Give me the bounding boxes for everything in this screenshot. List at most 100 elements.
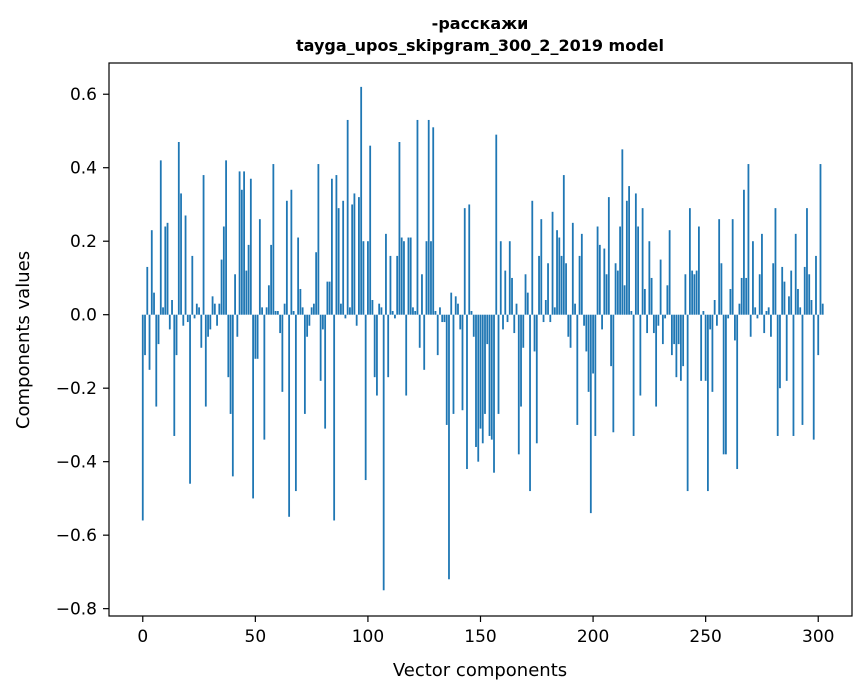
bar-265: [738, 303, 741, 315]
bar-33: [216, 314, 218, 326]
bar-252: [709, 314, 712, 330]
bar-96: [358, 197, 360, 315]
bar-167: [517, 314, 520, 455]
bar-274: [758, 274, 761, 315]
bar-107: [382, 314, 385, 591]
bar-100: [367, 241, 369, 315]
bar-132: [439, 307, 441, 315]
bar-82: [326, 281, 329, 315]
bar-12: [168, 314, 171, 330]
bar-201: [594, 314, 597, 436]
bar-168: [520, 314, 522, 407]
bar-302: [821, 303, 824, 315]
bar-194: [578, 255, 581, 315]
bar-298: [812, 314, 815, 440]
bar-4: [150, 230, 153, 315]
bar-59: [274, 311, 277, 315]
x-tick-label: 100: [352, 627, 384, 647]
bar-104: [376, 314, 378, 396]
bar-118: [407, 237, 410, 315]
bar-3: [148, 314, 151, 370]
bar-222: [641, 208, 644, 315]
bar-247: [698, 226, 700, 315]
bar-92: [349, 307, 351, 315]
bar-111: [391, 311, 394, 315]
bar-269: [747, 164, 750, 315]
bar-174: [533, 314, 536, 352]
bar-78: [317, 164, 320, 315]
bar-234: [668, 230, 671, 315]
bar-180: [547, 263, 549, 315]
bar-237: [675, 314, 678, 378]
bar-39: [229, 314, 232, 414]
bar-61: [279, 314, 282, 334]
bar-193: [576, 314, 579, 425]
bar-169: [522, 314, 525, 348]
bar-97: [360, 86, 363, 315]
bar-114: [398, 142, 401, 315]
bar-63: [283, 303, 286, 315]
bar-279: [770, 314, 772, 337]
bar-130: [434, 311, 437, 315]
bar-249: [702, 311, 705, 315]
bar-147: [472, 314, 475, 337]
bar-62: [281, 314, 284, 392]
y-axis-ticks: −0.8 −0.6 −0.4 −0.2 0.0 0.2 0.4 0.6: [56, 85, 109, 620]
bar-184: [556, 230, 558, 315]
bar-16: [177, 142, 180, 315]
bar-40: [231, 314, 234, 477]
bar-26: [200, 314, 203, 348]
bar-196: [583, 314, 585, 326]
bar-258: [722, 314, 725, 455]
bar-55: [265, 307, 268, 315]
bar-50: [254, 314, 257, 359]
bar-192: [574, 303, 576, 315]
bar-241: [684, 274, 687, 315]
bar-259: [725, 314, 727, 455]
bar-175: [535, 314, 538, 444]
bar-262: [731, 219, 734, 315]
bar-220: [637, 226, 640, 315]
bar-267: [743, 189, 745, 315]
bar-113: [396, 255, 399, 315]
bar-207: [607, 197, 610, 315]
bar-263: [734, 314, 736, 341]
bar-277: [765, 311, 768, 315]
bars-group: [141, 86, 824, 591]
bar-10: [164, 226, 167, 315]
bar-135: [445, 314, 448, 425]
bar-93: [351, 204, 354, 315]
bar-283: [779, 314, 781, 389]
bar-117: [405, 314, 408, 396]
bar-203: [598, 244, 601, 315]
bar-24: [195, 303, 198, 315]
bar-74: [308, 314, 311, 326]
bar-250: [704, 314, 707, 381]
bar-293: [801, 314, 804, 425]
bar-301: [819, 164, 822, 315]
bar-223: [643, 288, 646, 315]
bar-291: [797, 288, 799, 315]
bar-90: [344, 314, 347, 319]
bar-226: [650, 277, 653, 315]
bar-215: [625, 200, 628, 315]
bar-133: [441, 314, 444, 323]
bar-29: [207, 314, 209, 337]
bar-171: [526, 292, 529, 315]
bar-17: [180, 193, 182, 315]
bar-27: [202, 175, 205, 315]
bar-296: [808, 274, 811, 315]
bar-273: [756, 314, 759, 319]
bar-270: [749, 314, 752, 337]
bar-91: [346, 119, 349, 315]
bar-71: [301, 307, 304, 315]
bar-51: [256, 314, 259, 359]
bar-155: [490, 314, 493, 440]
bar-183: [553, 307, 556, 315]
bar-214: [623, 285, 626, 315]
bar-230: [659, 259, 662, 315]
bar-243: [688, 208, 691, 315]
bar-173: [531, 200, 534, 315]
bar-128: [430, 241, 432, 315]
